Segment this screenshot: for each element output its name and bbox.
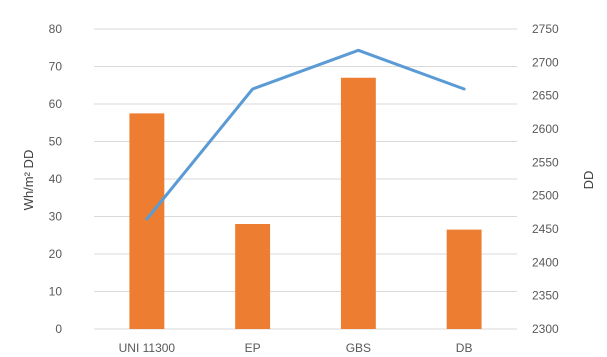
left-tick-label: 50 (49, 135, 63, 149)
right-tick-label: 2350 (532, 289, 559, 303)
left-tick-label: 20 (49, 247, 63, 261)
category-label: UNI 11300 (119, 341, 176, 355)
category-axis-ticks: UNI 11300 EP GBS DB (119, 341, 473, 355)
right-tick-label: 2300 (532, 322, 559, 336)
left-tick-label: 0 (55, 322, 62, 336)
bar (129, 113, 165, 329)
right-tick-label: 2650 (532, 89, 559, 103)
right-tick-label: 2450 (532, 222, 559, 236)
left-tick-label: 70 (49, 60, 63, 74)
left-tick-label: 30 (49, 210, 63, 224)
right-tick-label: 2600 (532, 122, 559, 136)
right-tick-label: 2400 (532, 255, 559, 269)
left-axis-title: Wh/m² DD (21, 150, 36, 211)
gridlines (94, 28, 517, 330)
left-tick-label: 80 (49, 22, 63, 36)
bar (340, 77, 376, 329)
bar-series (129, 77, 482, 329)
left-axis-ticks: 0 10 20 30 40 50 60 70 80 (49, 22, 63, 336)
right-tick-label: 2700 (532, 55, 559, 69)
bar (235, 224, 271, 329)
right-tick-label: 2500 (532, 189, 559, 203)
left-tick-label: 10 (49, 285, 63, 299)
category-label: DB (456, 341, 473, 355)
category-label: GBS (346, 341, 371, 355)
right-tick-label: 2750 (532, 22, 559, 36)
right-axis-title: DD (581, 171, 596, 190)
category-label: EP (245, 341, 261, 355)
line-series (145, 48, 466, 221)
left-tick-label: 60 (49, 97, 63, 111)
left-tick-label: 40 (49, 172, 63, 186)
bar (446, 229, 482, 329)
right-axis-ticks: 2300 2350 2400 2450 2500 2550 2600 2650 2700 2750 (532, 22, 559, 336)
series-line (145, 48, 466, 221)
right-tick-label: 2550 (532, 155, 559, 169)
